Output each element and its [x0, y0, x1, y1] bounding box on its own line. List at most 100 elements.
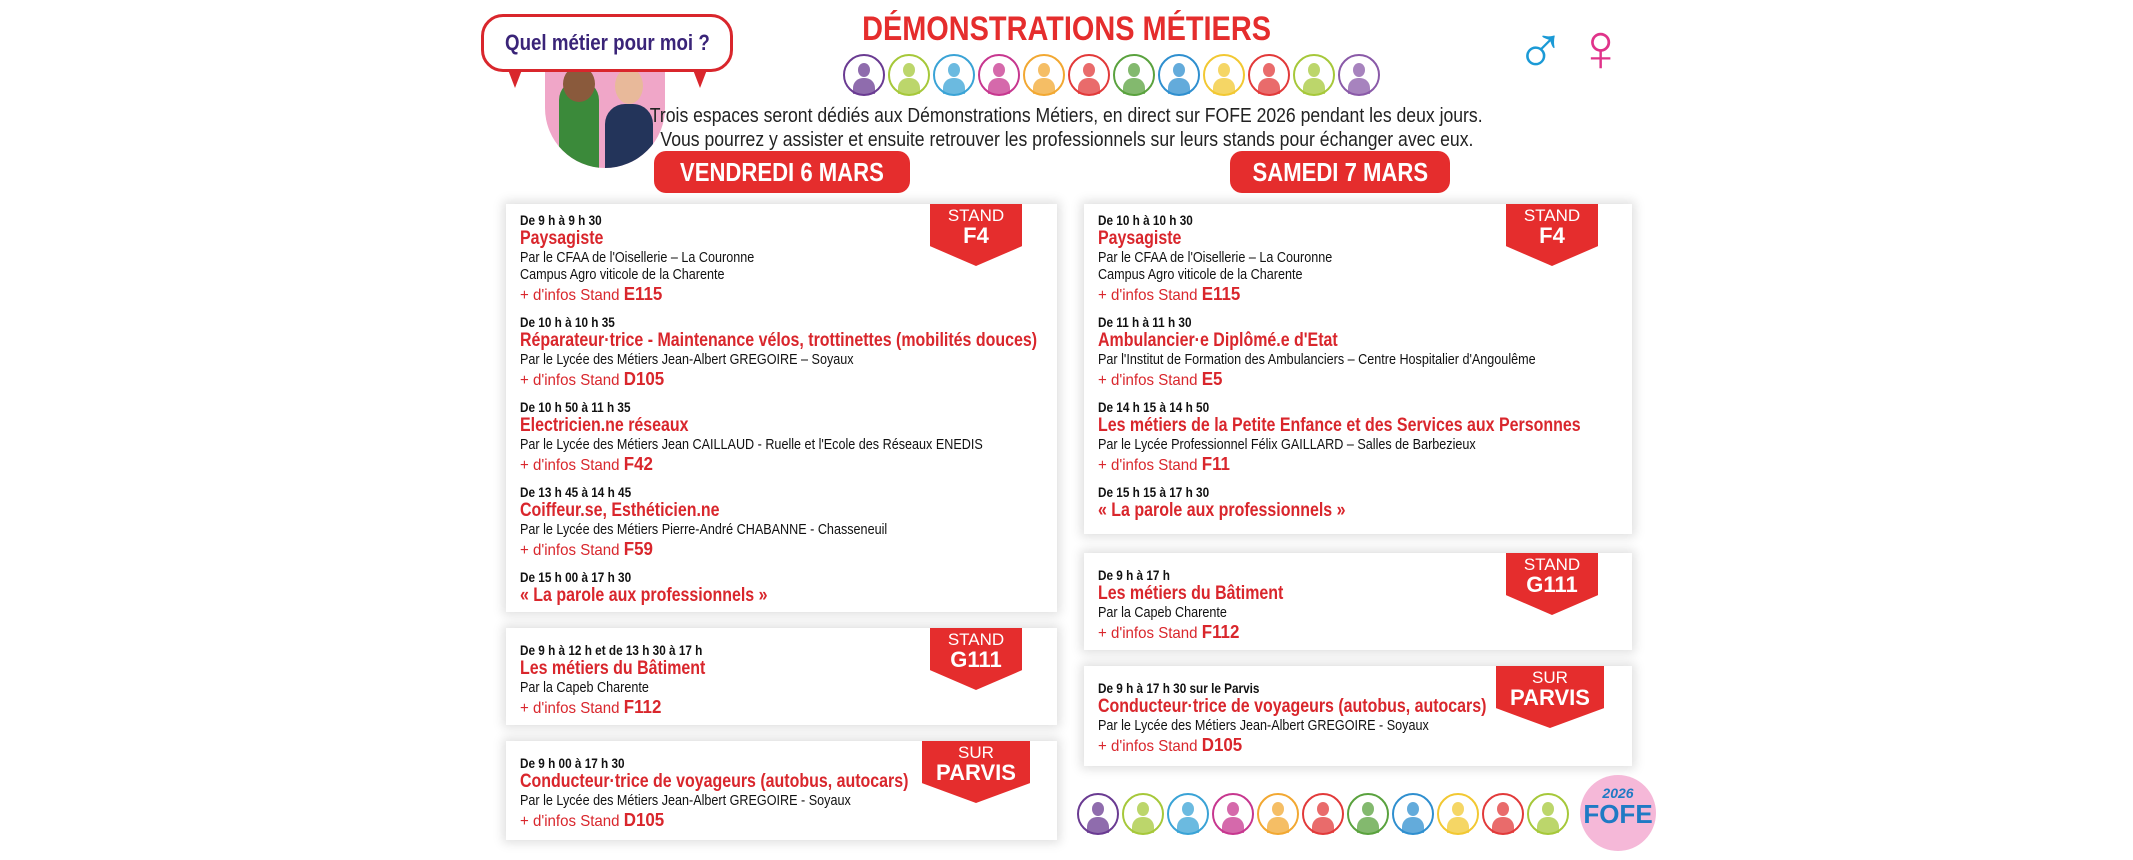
entry-time: De 10 h à 10 h 30: [1098, 212, 1193, 228]
entry-title: Les métiers de la Petite Enfance et des …: [1098, 415, 1581, 436]
profession-icons-row: [843, 54, 1380, 96]
more-info-row: + d'infos Stand E5: [1098, 368, 1581, 392]
more-info-link[interactable]: + d'infos Stand F112: [1098, 621, 1239, 645]
more-info-link[interactable]: + d'infos Stand D105: [520, 809, 664, 833]
schedule-box: De 9 h 00 à 17 h 30 Conducteur·trice de v…: [506, 741, 1057, 840]
more-info-stand: E115: [1201, 284, 1241, 304]
schedule-box: De 9 h à 12 h et de 13 h 30 à 17 h Les mé…: [506, 628, 1057, 725]
more-info-link[interactable]: + d'infos Stand F11: [1098, 453, 1230, 477]
entries-list: De 9 h à 9 h 30 Paysagiste Par le CFAA de …: [520, 212, 1037, 613]
entry-time: De 13 h 45 à 14 h 45: [520, 484, 632, 500]
entry-time: De 14 h 15 à 14 h 50: [1098, 399, 1210, 415]
profession-icons-footer: [1077, 793, 1569, 835]
entry-title: Réparateur·trice - Maintenance vélos, tr…: [520, 330, 1038, 351]
entry-time: De 15 h 15 à 17 h 30: [1098, 484, 1210, 500]
profession-icon: [1203, 54, 1245, 96]
location-tag: SUR PARVIS: [1496, 666, 1604, 728]
more-info-link[interactable]: + d'infos Stand F112: [520, 696, 661, 720]
profession-icon: [1113, 54, 1155, 96]
day-label-friday: VENDREDI 6 MARS: [654, 151, 910, 193]
location-tag-line2: PARVIS: [1510, 685, 1590, 710]
entry-time: De 15 h 00 à 17 h 30: [520, 569, 632, 585]
more-info-row: + d'infos Stand D105: [520, 368, 1037, 392]
schedule-entry: De 15 h 15 à 17 h 30 « La parole aux prof…: [1098, 484, 1581, 521]
more-info-stand: D105: [623, 810, 665, 830]
schedule-entry: De 13 h 45 à 14 h 45 Coiffeur.se, Esthéti…: [520, 484, 1037, 562]
schedule-box: De 10 h à 10 h 30 Paysagiste Par le CFAA d…: [1084, 204, 1632, 534]
male-symbol-icon: ♂: [1515, 10, 1566, 86]
entry-time: De 9 h à 17 h: [1098, 567, 1170, 583]
profession-icon: [1212, 793, 1254, 835]
profession-icon: [1167, 793, 1209, 835]
entry-title: Conducteur·trice de voyageurs (autobus, …: [520, 771, 909, 792]
profession-icon: [1482, 793, 1524, 835]
profession-icon: [978, 54, 1020, 96]
more-info-link[interactable]: + d'infos Stand F42: [520, 453, 653, 477]
student-boy-head: [615, 68, 643, 104]
bubble-text: Quel métier pour moi ?: [504, 30, 710, 55]
entry-organizer: Par le CFAA de l'Oisellerie – La Couronn…: [520, 249, 755, 266]
more-info-row: + d'infos Stand E115: [1098, 283, 1581, 307]
schedule-entry: De 10 h à 10 h 35 Réparateur·trice - Main…: [520, 314, 1037, 392]
more-info-link[interactable]: + d'infos Stand E5: [1098, 368, 1222, 392]
profession-icon: [1077, 793, 1119, 835]
more-info-label: + d'infos Stand: [520, 457, 624, 474]
schedule-entry: De 10 h à 10 h 30 Paysagiste Par le CFAA d…: [1098, 212, 1581, 307]
intro-line-2: Vous pourrez y assister et ensuite retro…: [660, 129, 1473, 151]
entries-list: De 9 h à 17 h 30 sur le Parvis Conducteur…: [1098, 680, 1486, 765]
more-info-label: + d'infos Stand: [520, 700, 624, 717]
profession-icon: [1248, 54, 1290, 96]
entry-organizer: Par le Lycée des Métiers Jean-Albert GRE…: [520, 351, 854, 368]
more-info-stand: E115: [623, 284, 663, 304]
entries-list: De 9 h à 17 h Les métiers du Bâtiment Par …: [1098, 567, 1283, 652]
students-photo: [545, 64, 665, 168]
profession-icon: [1293, 54, 1335, 96]
more-info-link[interactable]: + d'infos Stand E115: [520, 283, 662, 307]
schedule-entry: De 15 h 00 à 17 h 30 « La parole aux prof…: [520, 569, 1037, 606]
more-info-stand: F42: [623, 454, 653, 474]
schedule-entry: De 9 h à 17 h Les métiers du Bâtiment Par …: [1098, 567, 1283, 645]
more-info-link[interactable]: + d'infos Stand D105: [1098, 734, 1242, 758]
schedule-box: De 9 h à 17 h 30 sur le Parvis Conducteur…: [1084, 666, 1632, 766]
location-tag: STAND G111: [1506, 553, 1598, 615]
more-info-link[interactable]: + d'infos Stand F59: [520, 538, 653, 562]
entry-title: Conducteur·trice de voyageurs (autobus, …: [1098, 696, 1487, 717]
location-tag-line1: STAND: [947, 630, 1005, 649]
entries-list: De 9 h 00 à 17 h 30 Conducteur·trice de v…: [520, 755, 908, 840]
profession-icon: [843, 54, 885, 96]
entry-organizer: Par le CFAA de l'Oisellerie – La Couronn…: [1098, 249, 1333, 266]
schedule-box: De 9 h à 9 h 30 Paysagiste Par le CFAA de …: [506, 204, 1057, 612]
schedule-entry: De 10 h 50 à 11 h 35 Electricien.ne résea…: [520, 399, 1037, 477]
page-title-text: DÉMONSTRATIONS MÉTIERS: [862, 10, 1271, 48]
entry-organizer: Campus Agro viticole de la Charente: [520, 266, 725, 283]
profession-icon: [1437, 793, 1479, 835]
more-info-row: + d'infos Stand F112: [1098, 621, 1283, 645]
more-info-row: + d'infos Stand F42: [520, 453, 1037, 477]
more-info-label: + d'infos Stand: [1098, 457, 1202, 474]
female-symbol-icon: ♀: [1575, 10, 1626, 86]
more-info-row: + d'infos Stand D105: [1098, 734, 1486, 758]
profession-icon: [1527, 793, 1569, 835]
entry-title: Paysagiste: [1098, 228, 1182, 249]
entry-title: Coiffeur.se, Esthéticien.ne: [520, 500, 720, 521]
more-info-stand: F112: [623, 697, 662, 717]
more-info-stand: E5: [1201, 369, 1223, 389]
entry-title: « La parole aux professionnels »: [1098, 500, 1346, 521]
more-info-link[interactable]: + d'infos Stand D105: [520, 368, 664, 392]
logo-name: FOFE: [1583, 799, 1653, 829]
more-info-link[interactable]: + d'infos Stand E115: [1098, 283, 1240, 307]
more-info-stand: F11: [1201, 454, 1230, 474]
more-info-stand: D105: [1201, 735, 1243, 755]
more-info-row: + d'infos Stand D105: [520, 809, 908, 833]
student-girl-head: [563, 66, 595, 102]
profession-icon: [1392, 793, 1434, 835]
entry-title: Paysagiste: [520, 228, 604, 249]
day-label-text: SAMEDI 7 MARS: [1252, 156, 1428, 187]
more-info-row: + d'infos Stand E115: [520, 283, 1037, 307]
logo-year: 2026: [1602, 785, 1634, 801]
profession-icon: [1122, 793, 1164, 835]
entries-list: De 10 h à 10 h 30 Paysagiste Par le CFAA d…: [1098, 212, 1581, 528]
location-tag-line1: STAND: [1523, 555, 1581, 574]
location-tag-line2: G111: [1526, 572, 1578, 597]
entries-list: De 9 h à 12 h et de 13 h 30 à 17 h Les mé…: [520, 642, 705, 727]
